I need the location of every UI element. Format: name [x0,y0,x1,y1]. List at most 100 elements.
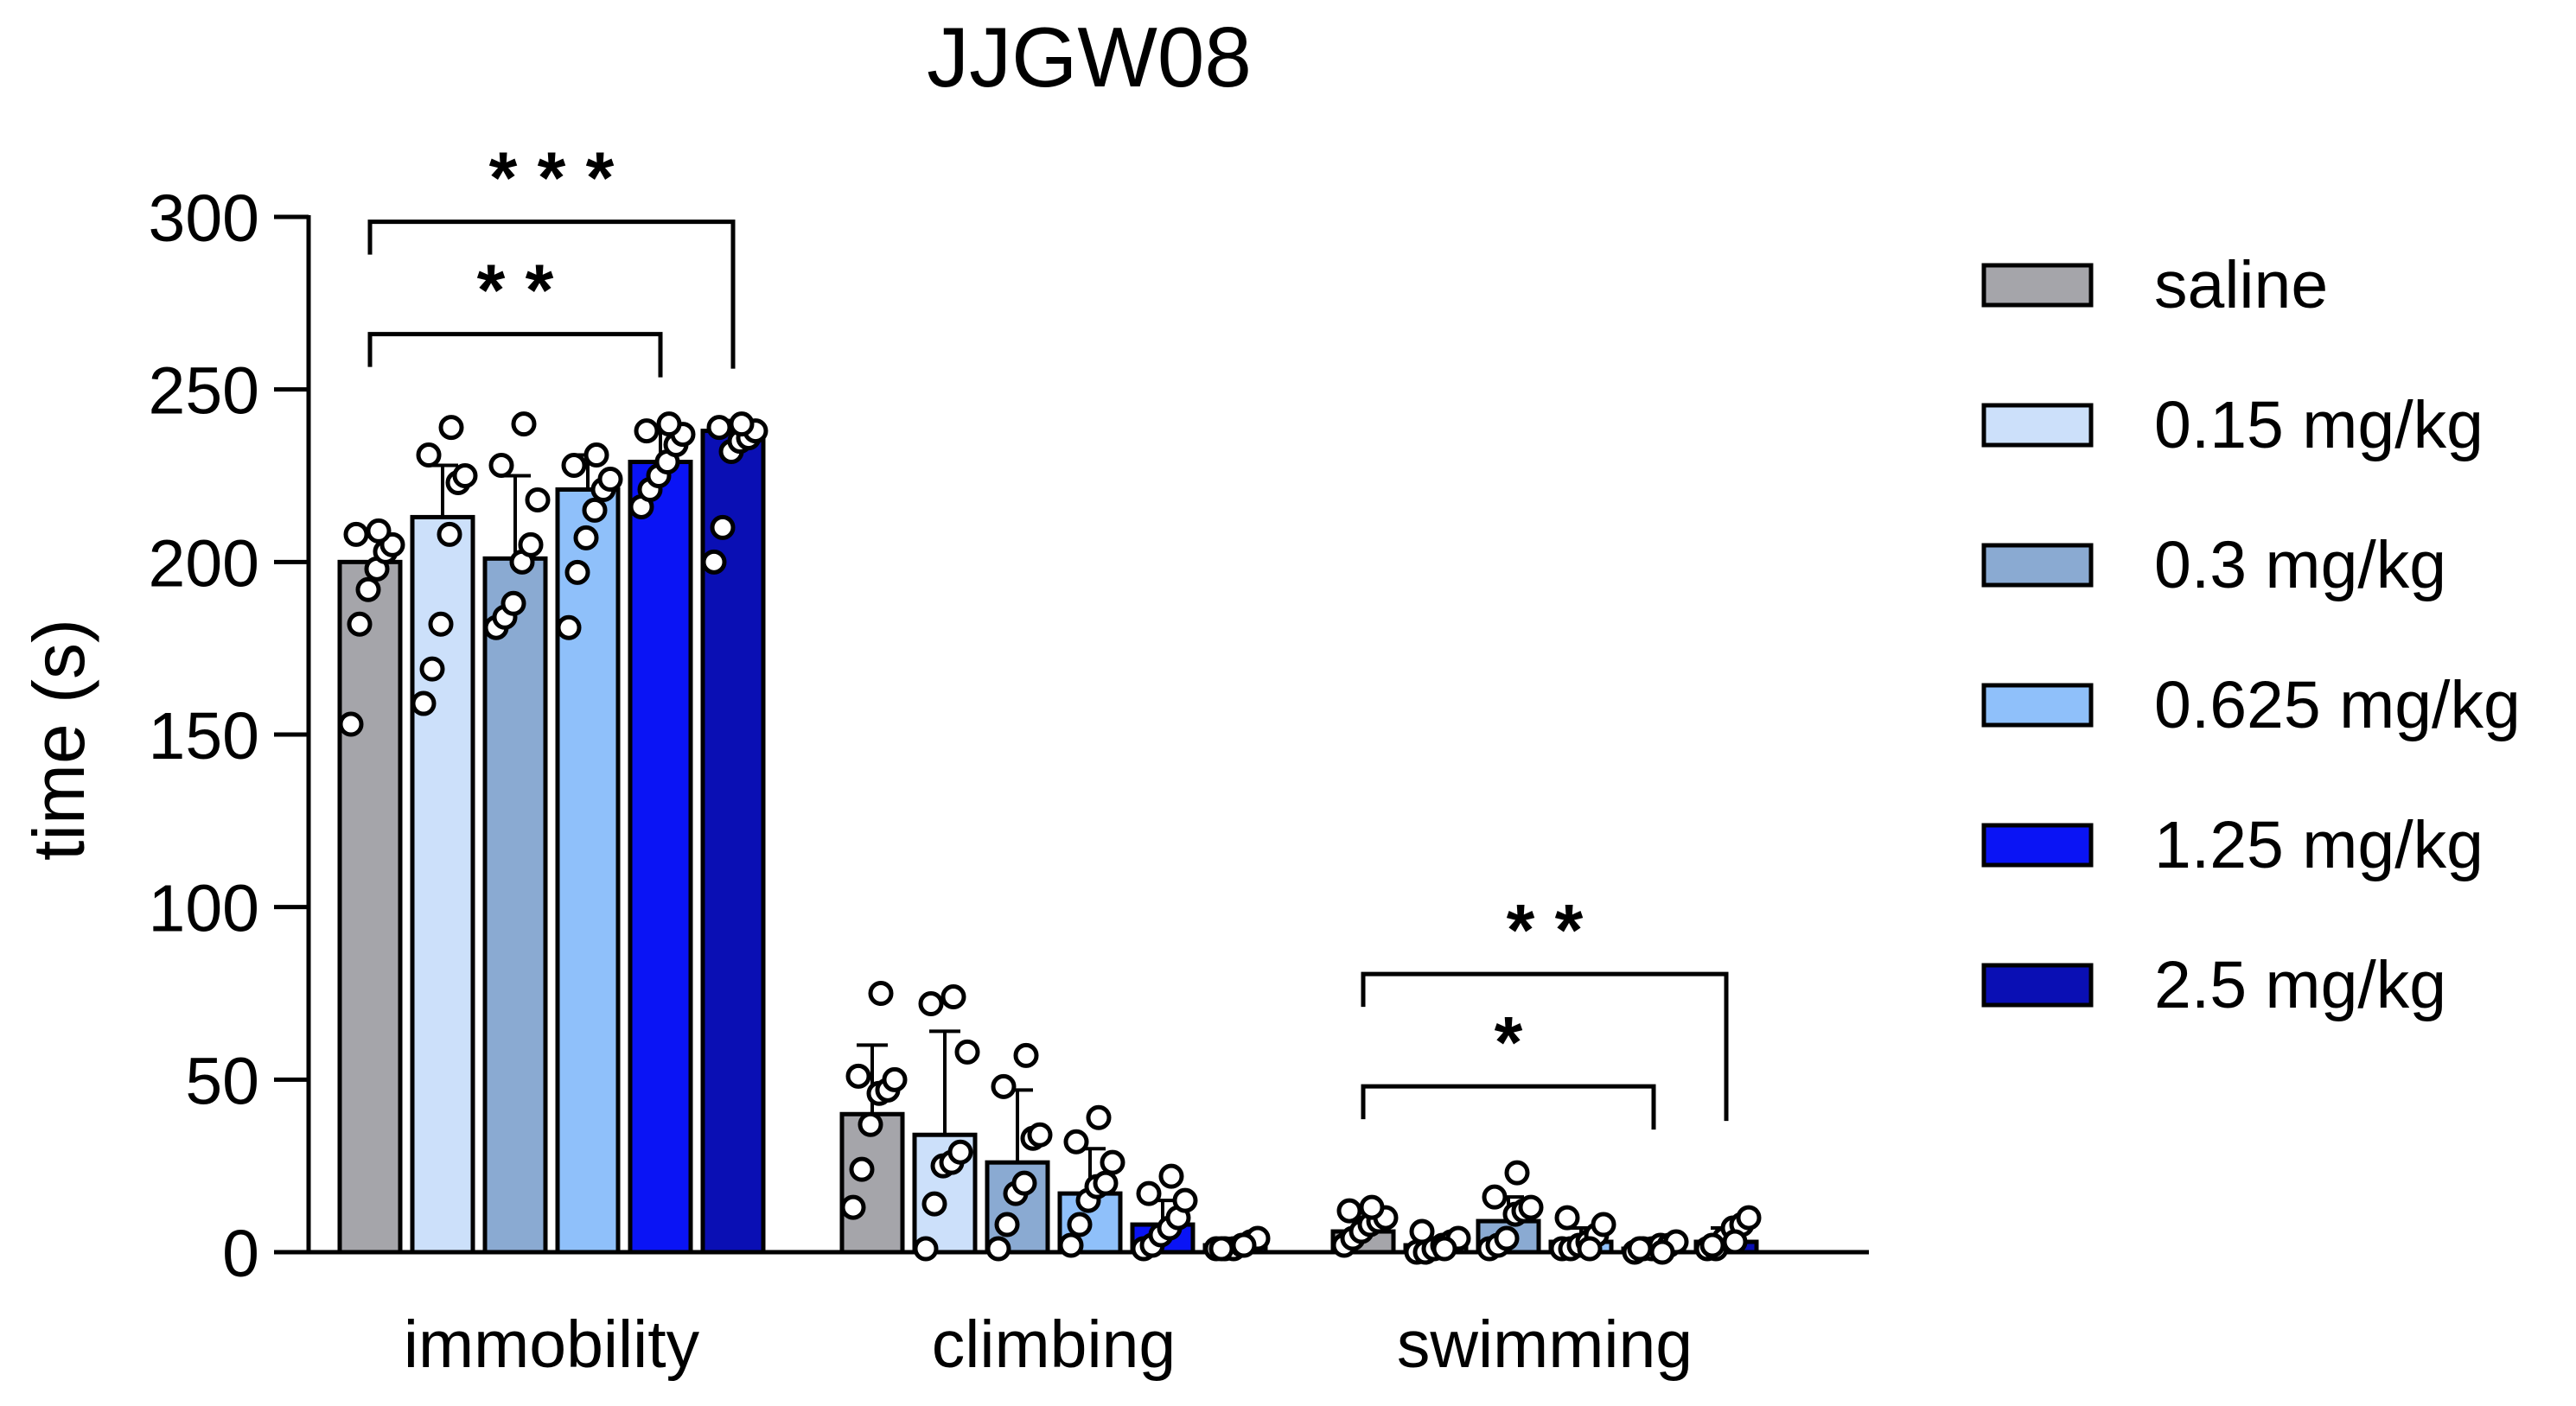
bar [482,556,548,1255]
axes: 0 50 100 150 200 250 300 immobility climbing swim… [149,181,1869,1382]
y-tick-label: 50 [185,1044,259,1118]
bar [410,514,475,1255]
data-point [1504,1160,1530,1186]
data-point [416,442,442,468]
legend-label: saline [2154,248,2328,322]
data-point [845,1063,871,1089]
data-point [355,576,381,602]
data-point [1011,1170,1037,1196]
data-point [411,690,437,716]
data-point [991,1073,1017,1099]
data-point [985,1236,1011,1262]
data-point [556,614,582,640]
legend-label: 2.5 mg/kg [2154,948,2446,1022]
bar [555,487,621,1255]
data-point [438,415,464,441]
significance-label: * [1495,1002,1523,1083]
data-point [1359,1194,1385,1220]
data-point [1013,1042,1039,1068]
data-point [706,415,732,441]
x-tick-label: climbing [932,1307,1176,1382]
data-point [1158,1163,1184,1189]
data-point [525,487,551,512]
data-point [1649,1239,1675,1265]
data-point [849,1156,875,1182]
significance-bracket [1361,1084,1656,1130]
data-point [347,611,373,637]
bar [337,559,403,1255]
error-bars [427,418,1742,1250]
data-point [1591,1212,1616,1237]
data-point [882,1066,908,1092]
data-point [1086,1104,1112,1130]
data-point [1067,1212,1093,1237]
data-point [1736,1205,1762,1231]
significance-bracket [1361,971,1729,1122]
data-point [1431,1236,1457,1262]
legend-label: 0.3 mg/kg [2154,528,2446,602]
significance-bracket [367,332,663,378]
significance-label: * * [1507,889,1584,970]
data-point [656,411,682,437]
bar [839,1111,905,1255]
data-point [947,1139,973,1165]
data-point [858,1111,883,1137]
significance-bracket [367,219,736,369]
data-point [564,559,590,585]
y-tick-label: 250 [149,354,259,429]
data-point [868,981,894,1006]
data-point [954,1039,980,1065]
data-point [634,418,660,444]
data-point [1172,1187,1198,1213]
data-point [511,411,537,437]
data-point [1494,1225,1520,1251]
x-tick-label: immobility [404,1307,700,1382]
data-point [1058,1232,1084,1258]
data-points [338,411,1762,1265]
y-tick-label: 150 [149,699,259,773]
significance-label: * * [477,250,554,331]
data-point [597,466,623,492]
data-point [1518,1194,1544,1220]
data-point [488,453,514,479]
data-point [1336,1198,1362,1224]
data-point [921,1191,947,1217]
data-point [940,983,966,1009]
data-point [1093,1170,1119,1196]
bar [628,460,693,1255]
legend: saline 0.15 mg/kg 0.3 mg/kg 0.625 mg/kg 1.25… [1981,248,2521,1022]
data-point [1577,1236,1603,1262]
data-point [1627,1236,1653,1262]
data-point [994,1212,1020,1237]
data-point [501,590,526,616]
data-point [338,711,364,737]
data-point [573,525,599,550]
chart-title: JJGW08 [927,10,1252,105]
legend-swatch [1981,963,2094,1008]
data-point [437,521,462,547]
data-point [1231,1232,1257,1258]
x-tick-label: swimming [1397,1307,1693,1382]
legend-label: 0.625 mg/kg [2154,668,2521,742]
data-point [452,463,478,488]
data-point [582,497,608,523]
data-point [1100,1149,1125,1175]
legend-label: 1.25 mg/kg [2154,808,2484,882]
data-point [1027,1122,1053,1148]
data-point [419,656,445,682]
data-point [1136,1180,1162,1206]
y-tick-label: 0 [222,1217,259,1291]
data-point [583,442,609,468]
data-point [561,453,587,479]
significance-brackets: * * * * * * * * [367,137,1729,1130]
data-point [913,1236,939,1262]
legend-swatch [1981,683,2094,728]
data-point [366,518,392,544]
legend-swatch [1981,263,2094,308]
data-point [1208,1236,1234,1262]
legend-label: 0.15 mg/kg [2154,388,2484,462]
data-point [1722,1229,1748,1255]
y-tick-label: 100 [149,872,259,946]
data-point [1482,1184,1508,1210]
